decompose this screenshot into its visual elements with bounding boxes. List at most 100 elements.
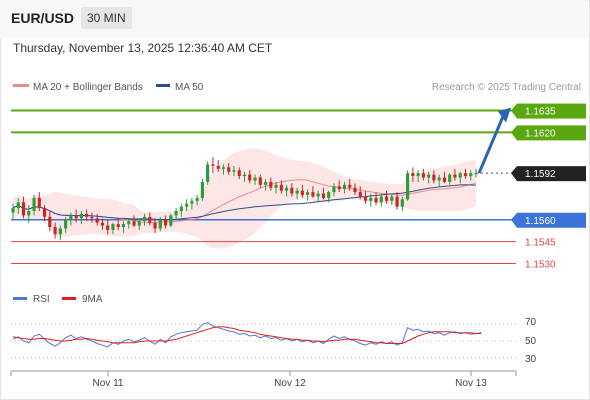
support-level-label: 1.1530	[525, 259, 556, 270]
candle-body	[400, 199, 404, 207]
candle-body	[458, 173, 462, 178]
candle-body	[79, 213, 83, 219]
candle-body	[127, 221, 131, 225]
candle-body	[411, 173, 415, 177]
candle-body	[242, 174, 247, 177]
ma50-legend-label: MA 50	[175, 82, 204, 93]
pivot-level-pointer	[511, 212, 517, 228]
candle-body	[216, 165, 220, 169]
target-level-label: 1.1620	[525, 128, 556, 139]
rsi-legend-label: RSI	[33, 294, 50, 305]
candle-body	[132, 221, 136, 226]
x-label-nov13: Nov 13	[455, 378, 487, 389]
current-price-label: 1.1592	[525, 169, 556, 180]
candle-body	[116, 224, 120, 228]
candle-body	[395, 196, 399, 207]
candle-body	[437, 177, 441, 181]
candle-body	[164, 219, 168, 226]
target-level-label: 1.1635	[525, 107, 556, 118]
candle-body	[279, 184, 283, 191]
candle-body	[232, 170, 236, 172]
key-levels	[11, 109, 516, 264]
candle-body	[58, 228, 62, 235]
candle-body	[195, 197, 199, 201]
candle-body	[379, 196, 383, 203]
candle-body	[111, 224, 115, 230]
rsi-line	[12, 322, 482, 348]
candle-body	[211, 164, 215, 166]
copyright-text: Research © 2025 Trading Central	[432, 82, 581, 93]
candle-body	[153, 222, 157, 229]
candle-body	[158, 219, 162, 229]
candle-body	[321, 193, 325, 198]
candle-body	[27, 211, 31, 216]
candle-body	[258, 177, 262, 185]
candle-body	[416, 173, 420, 177]
candle-body	[16, 202, 20, 209]
rsi-indicator	[11, 322, 516, 359]
current-price-pointer	[511, 166, 517, 182]
candle-body	[42, 208, 47, 217]
timeframe-button[interactable]: 30 MIN	[81, 7, 132, 29]
candle-body	[206, 164, 210, 182]
candle-body	[227, 167, 231, 172]
candle-body	[169, 215, 173, 226]
candle-body	[463, 173, 468, 177]
x-label-nov12: Nov 12	[274, 378, 306, 389]
candle-body	[174, 211, 178, 216]
ma20-legend-swatch	[13, 84, 29, 87]
candle-body	[148, 216, 152, 223]
symbol-title: EUR/USD	[11, 10, 75, 26]
candle-body	[448, 174, 452, 182]
candle-body	[263, 181, 268, 185]
level-labels: 1.1635 1.1620 1.1592 1.1560 1.1545 1.1530	[511, 103, 586, 270]
candle-body	[64, 219, 68, 229]
candle-body	[190, 200, 194, 204]
candle-body	[332, 186, 336, 193]
candle-body	[427, 174, 431, 178]
candle-body	[285, 187, 289, 191]
candle-body	[248, 174, 252, 181]
support-level-label: 1.1545	[525, 238, 556, 249]
candle-body	[106, 225, 110, 230]
candle-body	[21, 202, 26, 216]
candle-body	[48, 216, 52, 228]
candle-body	[384, 196, 389, 201]
forecast-arrow-shaft	[477, 115, 505, 174]
pivot-level-label: 1.1560	[525, 216, 556, 227]
ma20-legend-label: MA 20 + Bollinger Bands	[33, 82, 143, 93]
candle-body	[311, 192, 315, 197]
rsi-tick-70: 70	[525, 317, 537, 328]
candle-body	[432, 174, 436, 181]
candle-body	[32, 197, 36, 212]
x-label-nov11: Nov 11	[93, 378, 124, 389]
candle-body	[406, 173, 410, 200]
candle-body	[179, 206, 183, 212]
target-level-pointer	[511, 125, 517, 141]
candle-body	[348, 184, 352, 188]
candle-body	[327, 192, 331, 198]
candle-body	[37, 197, 41, 209]
candle-body	[11, 208, 15, 213]
candle-body	[90, 216, 94, 219]
forecast-arrow	[477, 107, 511, 174]
candle-body	[342, 184, 347, 190]
candle-body	[200, 181, 204, 198]
candle-body	[374, 197, 378, 203]
candle-body	[69, 215, 73, 220]
candle-body	[363, 196, 368, 201]
candle-body	[253, 177, 257, 181]
candle-body	[274, 184, 278, 188]
candle-body	[221, 167, 226, 169]
candle-body	[421, 173, 425, 178]
candle-body	[358, 192, 362, 197]
moving-averages	[12, 179, 477, 224]
candle-body	[295, 190, 299, 194]
forecast-arrow-head	[498, 107, 511, 123]
target-level-pointer	[511, 103, 517, 119]
candle-body	[474, 173, 478, 175]
candle-body	[390, 196, 394, 201]
candle-body	[269, 181, 273, 188]
candle-body	[85, 213, 89, 217]
